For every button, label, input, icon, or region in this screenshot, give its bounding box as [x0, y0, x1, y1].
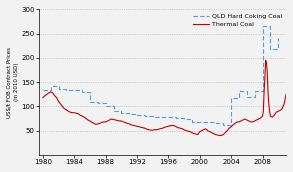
Thermal Coal — [65, 109, 68, 111]
QLD Hard Coking Coal — [96, 103, 100, 105]
QLD Hard Coking Coal — [190, 121, 194, 123]
QLD Hard Coking Coal — [151, 116, 154, 118]
QLD Hard Coking Coal — [214, 122, 217, 124]
Thermal Coal — [135, 125, 139, 127]
QLD Hard Coking Coal — [80, 91, 84, 93]
Thermal Coal — [122, 121, 125, 123]
QLD Hard Coking Coal — [88, 100, 92, 103]
QLD Hard Coking Coal — [277, 36, 280, 39]
Legend: QLD Hard Coking Coal, Thermal Coal: QLD Hard Coking Coal, Thermal Coal — [192, 13, 283, 28]
QLD Hard Coking Coal — [65, 89, 68, 92]
QLD Hard Coking Coal — [229, 97, 233, 99]
Thermal Coal — [218, 135, 221, 137]
QLD Hard Coking Coal — [245, 96, 248, 98]
QLD Hard Coking Coal — [73, 89, 76, 92]
QLD Hard Coking Coal — [269, 48, 272, 50]
Line: Thermal Coal: Thermal Coal — [43, 60, 286, 136]
QLD Hard Coking Coal — [222, 124, 225, 126]
QLD Hard Coking Coal — [120, 112, 123, 114]
QLD Hard Coking Coal — [104, 105, 108, 108]
QLD Hard Coking Coal — [159, 116, 162, 118]
QLD Hard Coking Coal — [135, 114, 139, 116]
QLD Hard Coking Coal — [206, 121, 209, 123]
QLD Hard Coking Coal — [143, 115, 146, 117]
QLD Hard Coking Coal — [57, 88, 60, 90]
QLD Hard Coking Coal — [237, 90, 241, 92]
Thermal Coal — [284, 93, 288, 95]
QLD Hard Coking Coal — [198, 121, 202, 123]
QLD Hard Coking Coal — [175, 117, 178, 119]
QLD Hard Coking Coal — [127, 113, 131, 115]
QLD Hard Coking Coal — [182, 119, 186, 121]
Thermal Coal — [264, 59, 268, 61]
QLD Hard Coking Coal — [167, 116, 170, 118]
Thermal Coal — [141, 127, 145, 129]
Line: QLD Hard Coking Coal: QLD Hard Coking Coal — [43, 26, 278, 125]
Thermal Coal — [171, 124, 174, 126]
QLD Hard Coking Coal — [41, 89, 45, 92]
Y-axis label: US$/t FOB Contract Prices
(in 2010 USD): US$/t FOB Contract Prices (in 2010 USD) — [7, 47, 18, 118]
Thermal Coal — [41, 97, 45, 99]
QLD Hard Coking Coal — [49, 84, 52, 87]
QLD Hard Coking Coal — [112, 110, 115, 112]
Thermal Coal — [237, 121, 241, 123]
QLD Hard Coking Coal — [253, 90, 256, 92]
QLD Hard Coking Coal — [261, 25, 264, 28]
